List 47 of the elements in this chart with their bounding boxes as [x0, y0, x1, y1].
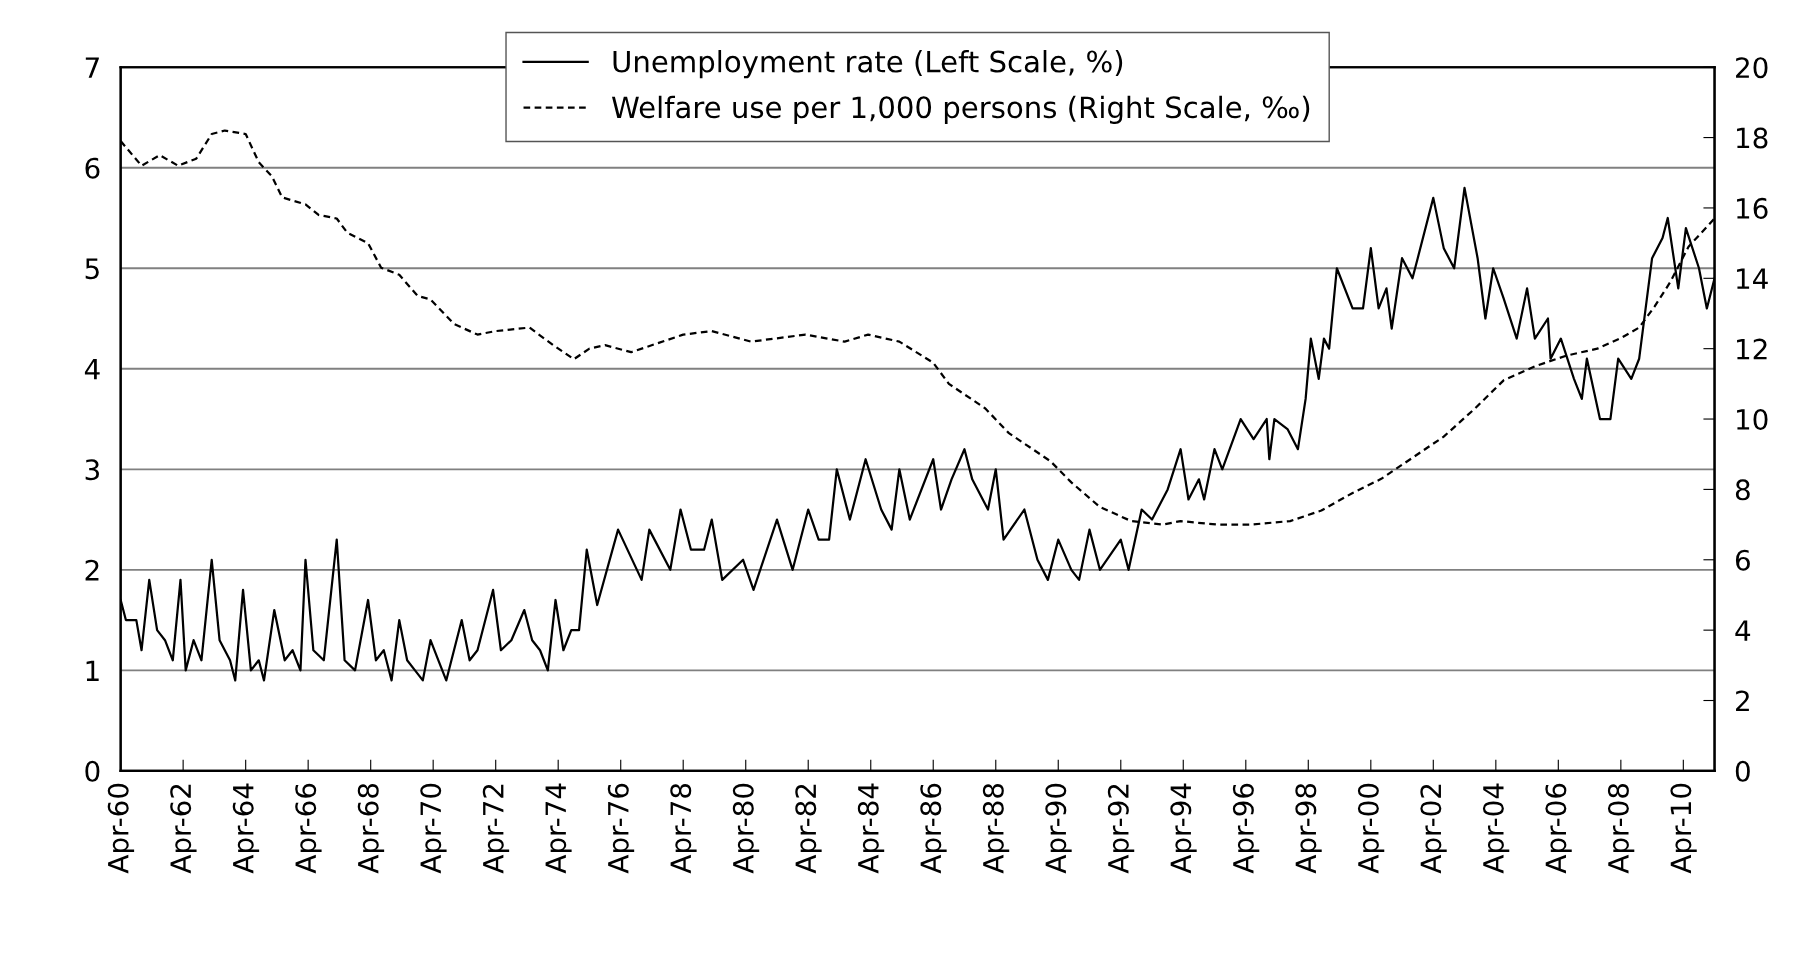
x-tick-label: Apr-78	[670, 783, 697, 874]
y-tick-label: 0	[85, 760, 100, 782]
y-tick-label: 5	[85, 258, 99, 280]
x-tick-label: Apr-68	[357, 783, 385, 874]
x-tick-label: Apr-64	[232, 783, 260, 874]
y2-tick-label: 16	[1737, 197, 1768, 219]
y2-tick-label: 2	[1736, 690, 1749, 712]
y-tick-label: 7	[85, 57, 99, 78]
x-tick-label: Apr-96	[1232, 783, 1260, 874]
x-tick-label: Apr-92	[1107, 784, 1135, 874]
legend-label: Welfare use per 1,000 persons (Right Scale, ‰)	[611, 95, 1310, 124]
y2-tick-label: 4	[1735, 620, 1751, 641]
y-tick-label: 1	[86, 660, 99, 681]
x-tick-label: Apr-72	[482, 784, 510, 874]
x-tick-label: Apr-62	[170, 784, 197, 874]
x-tick-label: Apr-60	[107, 783, 135, 874]
x-tick-label: Apr-66	[295, 783, 322, 874]
x-tick-label: Apr-08	[1607, 783, 1635, 874]
x-tick-label: Apr-76	[607, 783, 635, 874]
x-tick-label: Apr-86	[920, 783, 947, 874]
y2-tick-label: 6	[1735, 549, 1750, 571]
y2-tick-label: 8	[1735, 479, 1750, 501]
x-tick-label: Apr-84	[857, 783, 885, 874]
y-tick-label: 3	[85, 459, 99, 481]
x-tick-label: Apr-00	[1357, 783, 1385, 874]
x-tick-label: Apr-02	[1420, 784, 1447, 874]
y-tick-label: 4	[84, 359, 100, 380]
legend-label: Unemployment rate (Left Scale, %)	[613, 50, 1123, 79]
y2-tick-label: 14	[1737, 268, 1768, 289]
y2-tick-label: 18	[1737, 127, 1768, 149]
y-tick-label: 2	[85, 559, 99, 581]
y2-tick-label: 12	[1737, 338, 1767, 360]
x-tick-label: Apr-82	[795, 784, 822, 874]
y-tick-label: 6	[85, 157, 100, 179]
x-tick-label: Apr-80	[732, 783, 760, 874]
x-tick-label: Apr-06	[1545, 783, 1572, 874]
x-tick-label: Apr-94	[1170, 783, 1197, 874]
x-tick-label: Apr-98	[1295, 783, 1322, 874]
x-tick-label: Apr-70	[420, 783, 447, 874]
y2-tick-label: 0	[1735, 760, 1750, 782]
x-tick-label: Apr-10	[1670, 783, 1697, 874]
y2-tick-label: 10	[1737, 408, 1768, 430]
x-tick-label: Apr-90	[1045, 783, 1072, 874]
x-tick-label: Apr-04	[1482, 783, 1510, 874]
x-tick-label: Apr-74	[545, 783, 572, 874]
y2-tick-label: 20	[1736, 57, 1768, 79]
x-tick-label: Apr-88	[982, 783, 1010, 874]
